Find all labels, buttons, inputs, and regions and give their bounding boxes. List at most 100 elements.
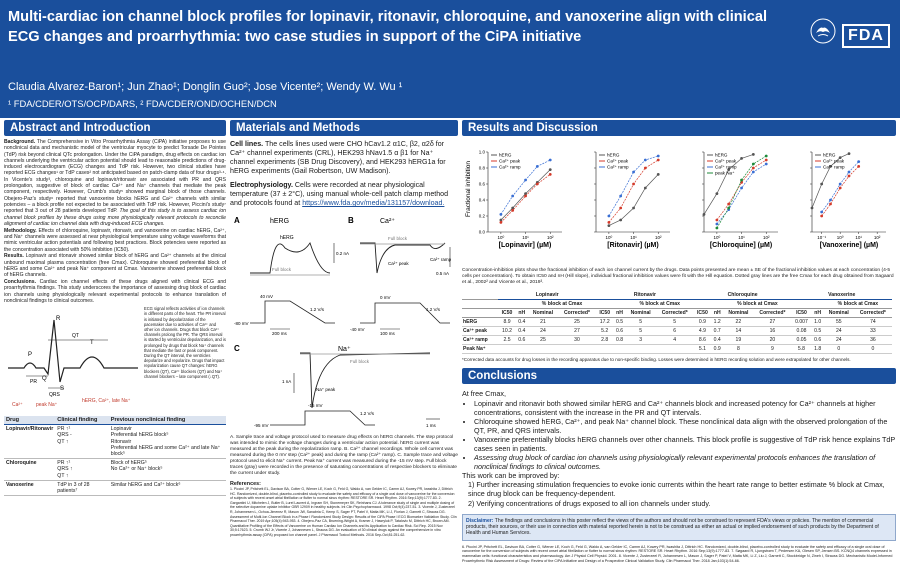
- table-row: Chloroquine PR ↑¹ QRS ↑ QT ↑ Block of hE…: [4, 458, 226, 481]
- data-point: [607, 221, 611, 224]
- table-cell: 1.0: [811, 317, 824, 327]
- table-cell: 0.6: [515, 335, 528, 345]
- table-cell: 5: [625, 317, 656, 327]
- data-point: [838, 186, 842, 190]
- ecg-label-r: R: [56, 316, 61, 322]
- table-subhead: % block at Cmax: [625, 299, 694, 309]
- x-tick-label: 10⁰: [713, 235, 720, 240]
- data-point: [838, 182, 842, 186]
- series-line: [608, 174, 659, 226]
- x-tick-label: 10²: [763, 235, 770, 240]
- x-tick-label: 10⁻¹: [817, 235, 826, 240]
- row-label: hERG: [462, 317, 499, 327]
- drug-cell: Lopinavir/Ritonavir: [4, 424, 56, 460]
- data-point: [764, 158, 768, 162]
- table-cell: 0.08: [791, 326, 812, 336]
- list-item: Lopinavir and ritonavir both showed simi…: [474, 399, 896, 417]
- legend-entry: Ca²⁺ ramp: [607, 165, 629, 170]
- ecg-label-qt: QT: [72, 333, 79, 339]
- panel-b-label: B: [348, 216, 354, 225]
- x-tick-label: 10²: [547, 235, 554, 240]
- concentration-inhibition-plots: 0.0 0.2 0.4 0.6 0.8 1.0 10⁰ 10¹ 10² [Lopinavir] (…: [462, 138, 896, 268]
- results-label: Results.: [4, 253, 24, 260]
- table-cell: 5: [625, 326, 656, 336]
- table-row: Ca²⁺ ramp 2.5 0.6 25 30 2.8 0.8 3 4 8.6 0.4 19 20 0.0…: [462, 335, 892, 345]
- legend-entry: peak Na⁺: [715, 171, 735, 176]
- herg-time-scale: 200 ms: [272, 331, 288, 336]
- herg-v-step: 40 mV: [260, 294, 273, 299]
- herg-full-block-label: Full block: [272, 267, 292, 272]
- drug-findings-table: Drug Clinical finding Previous nonclinic…: [4, 416, 226, 497]
- ecg-label-herg: hERG, Ca²⁺, late Na⁺: [82, 398, 131, 404]
- legend-entry: Ca²⁺ ramp: [499, 165, 521, 170]
- table-cell: 27: [557, 326, 597, 336]
- herg-trace: [250, 241, 331, 274]
- ca-ramp-label: Ca²⁺ ramp: [430, 257, 452, 262]
- hhs-eagle-logo-icon: [810, 18, 836, 44]
- ca-voltage-protocol: [360, 302, 450, 324]
- data-point: [656, 154, 660, 158]
- na-current-scale: 1 nA: [282, 379, 291, 384]
- data-point: [847, 152, 851, 155]
- ic50-table: Lopinavir Ritonavir Chloroquine Vanoxeri…: [462, 290, 892, 354]
- table-cell: 27: [753, 317, 792, 327]
- x-tick-label: 10⁰: [605, 235, 612, 240]
- conclusions-label: Conclusions.: [4, 279, 36, 286]
- ecg-trace: P R Q S T PR QRS QT Ca²⁺ peak Na⁺ hERG, …: [8, 316, 138, 408]
- na-peak-label: Na⁺ peak: [316, 387, 336, 392]
- data-point: [499, 213, 503, 216]
- na-v-rest: -95 mV: [254, 423, 269, 428]
- herg-current-scale: 0.2 nA: [336, 251, 349, 256]
- table-group-lopinavir: Lopinavir: [498, 290, 597, 300]
- table-cell: 0.4: [515, 317, 528, 327]
- x-axis-label: [Lopinavir] (µM): [499, 242, 552, 249]
- table-column-header: Nominal: [723, 308, 754, 318]
- data-point: [607, 224, 611, 227]
- table-column-header: nH: [515, 308, 528, 318]
- table-column-header: Corrected*: [853, 308, 892, 318]
- x-tick-label: 10²: [874, 235, 881, 240]
- table-cell: 10.2: [498, 326, 516, 336]
- table-cell: [527, 344, 558, 354]
- data-point: [847, 170, 851, 174]
- data-point: [511, 194, 515, 198]
- table-cell: 5.1: [693, 344, 712, 354]
- table-column-header: nH: [811, 308, 824, 318]
- data-point: [535, 182, 539, 186]
- table-cell: [655, 344, 694, 354]
- table-cell: 5: [655, 317, 694, 327]
- table-cell: [515, 344, 528, 354]
- table-cell: 24: [823, 335, 854, 345]
- figure-caption: A. Sample trace and voltage protocol use…: [230, 435, 458, 476]
- data-point: [619, 194, 623, 198]
- table-cell: 8.9: [498, 317, 516, 327]
- conclusions-bullets: Lopinavir and ritonavir both showed simi…: [474, 399, 896, 472]
- data-point: [524, 192, 527, 195]
- data-point: [715, 222, 719, 226]
- series-line: [821, 166, 859, 217]
- table-cell: 25: [527, 335, 558, 345]
- table-cell: 0.7: [711, 326, 724, 336]
- ca-v-rest: -40 mV: [350, 327, 365, 332]
- data-point: [548, 173, 552, 176]
- na-time-scale: 1 ms: [426, 423, 437, 428]
- data-point: [829, 165, 832, 168]
- protocol-link[interactable]: https://www.fda.gov/media/131157/downloa…: [302, 199, 445, 207]
- data-point: [715, 192, 719, 195]
- table-cell: 20: [753, 335, 792, 345]
- ecg-label-ca: Ca²⁺: [12, 402, 23, 408]
- table-cell: 6: [655, 326, 694, 336]
- poster-header: Multi-cardiac ion channel block profiles…: [0, 0, 900, 118]
- data-point: [764, 162, 768, 166]
- ca-peak-label: Ca²⁺ peak: [388, 261, 409, 266]
- table-cell: 55: [823, 317, 854, 327]
- table-cell: 0.05: [791, 335, 812, 345]
- x-tick-label: 10²: [655, 235, 662, 240]
- table-cell: 4.9: [693, 326, 712, 336]
- data-point: [643, 158, 647, 162]
- data-point: [810, 206, 814, 210]
- x-tick-label: 10⁰: [497, 235, 504, 240]
- table-header-empty: [462, 308, 499, 318]
- data-point: [829, 202, 832, 206]
- data-point: [727, 168, 731, 171]
